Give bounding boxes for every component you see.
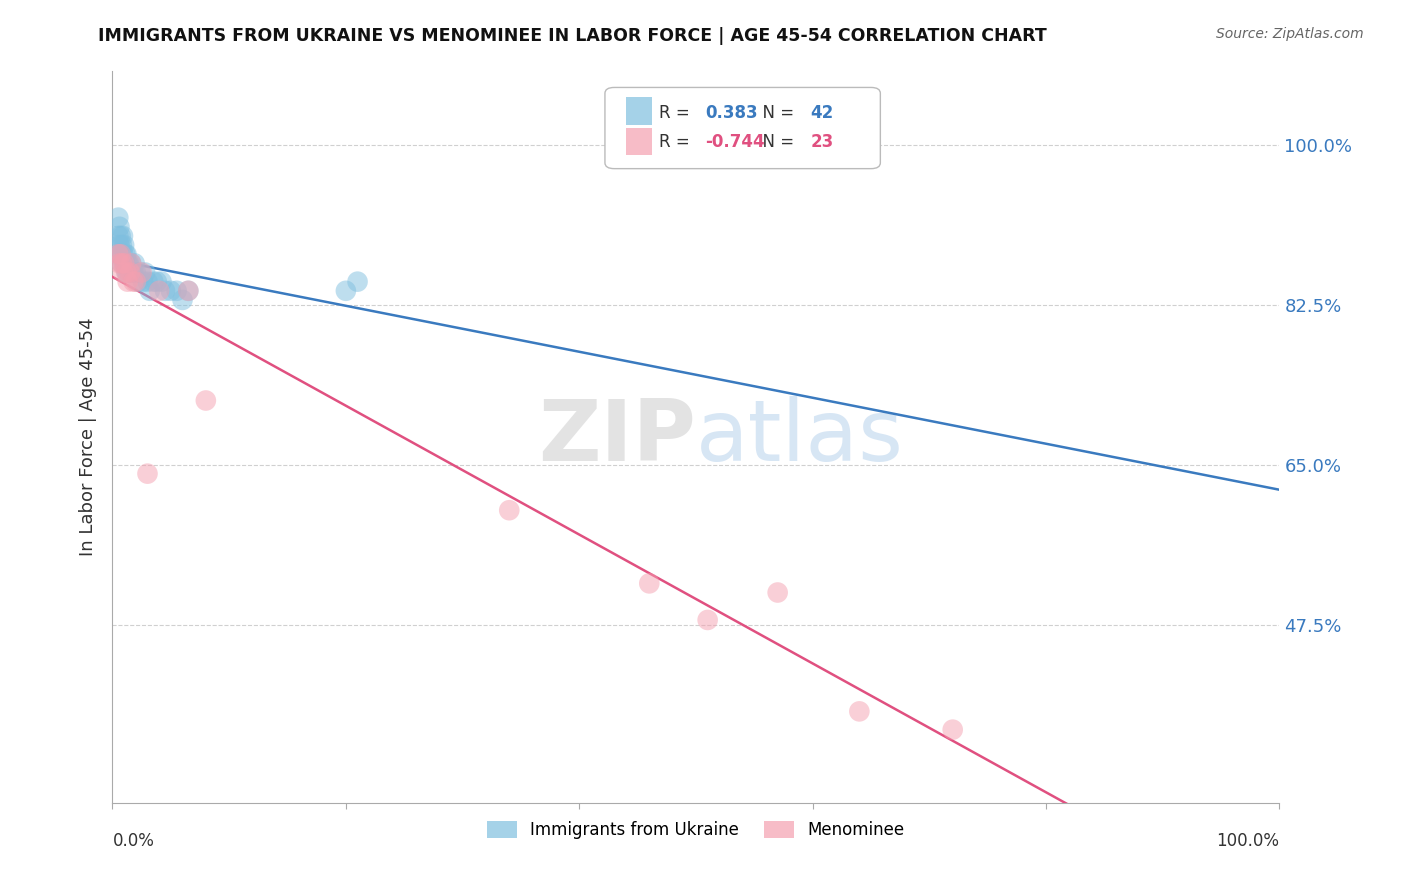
Text: 100.0%: 100.0% <box>1216 832 1279 850</box>
Point <box>111 256 134 270</box>
Point <box>111 238 134 252</box>
Point <box>117 256 139 270</box>
Text: 0.0%: 0.0% <box>112 832 155 850</box>
Text: N =: N = <box>752 133 800 152</box>
Point <box>148 284 170 298</box>
Point <box>142 275 165 289</box>
Point <box>166 284 188 298</box>
Point <box>110 247 132 261</box>
Point <box>177 284 200 298</box>
Bar <box>626 128 651 155</box>
Point <box>132 275 155 289</box>
Text: 0.383: 0.383 <box>706 104 758 122</box>
Point <box>108 238 131 252</box>
Point <box>120 256 142 270</box>
Point <box>111 256 134 270</box>
Point <box>129 266 152 280</box>
Bar <box>626 97 651 125</box>
Point <box>136 467 159 481</box>
Point <box>120 256 142 270</box>
Point <box>131 266 153 280</box>
Point <box>112 256 135 270</box>
Point <box>110 228 132 243</box>
Text: 23: 23 <box>810 133 834 152</box>
Point <box>107 228 129 243</box>
Point <box>172 293 194 307</box>
Y-axis label: In Labor Force | Age 45-54: In Labor Force | Age 45-54 <box>79 318 97 557</box>
Point <box>112 256 135 270</box>
Point <box>139 284 162 298</box>
Point <box>118 266 141 280</box>
Point <box>117 275 139 289</box>
Point <box>111 247 134 261</box>
Point <box>136 275 159 289</box>
Point <box>134 266 156 280</box>
Point <box>118 256 141 270</box>
Point <box>638 576 661 591</box>
Text: -0.744: -0.744 <box>706 133 765 152</box>
Point <box>107 247 129 261</box>
Point <box>160 284 183 298</box>
Point <box>177 284 200 298</box>
Legend: Immigrants from Ukraine, Menominee: Immigrants from Ukraine, Menominee <box>481 814 911 846</box>
Point <box>114 247 136 261</box>
Text: Source: ZipAtlas.com: Source: ZipAtlas.com <box>1216 27 1364 41</box>
Point <box>696 613 718 627</box>
Text: R =: R = <box>658 133 695 152</box>
Point <box>121 266 143 280</box>
Point <box>117 266 139 280</box>
Point <box>346 275 368 289</box>
Text: IMMIGRANTS FROM UKRAINE VS MENOMINEE IN LABOR FORCE | AGE 45-54 CORRELATION CHAR: IMMIGRANTS FROM UKRAINE VS MENOMINEE IN … <box>98 27 1047 45</box>
Point <box>124 256 146 270</box>
Point <box>153 284 176 298</box>
FancyBboxPatch shape <box>605 87 880 169</box>
Text: ZIP: ZIP <box>538 395 696 479</box>
Point <box>108 256 131 270</box>
Point <box>498 503 520 517</box>
Text: atlas: atlas <box>696 395 904 479</box>
Point <box>150 275 173 289</box>
Point <box>107 211 129 225</box>
Point <box>125 275 148 289</box>
Point <box>766 585 789 599</box>
Point <box>112 238 135 252</box>
Point <box>122 266 145 280</box>
Point <box>194 393 217 408</box>
Point <box>108 219 131 234</box>
Text: 42: 42 <box>810 104 834 122</box>
Point <box>115 266 138 280</box>
Point <box>111 228 134 243</box>
Point <box>111 266 134 280</box>
Point <box>114 256 136 270</box>
Point <box>335 284 357 298</box>
Point <box>115 266 138 280</box>
Point <box>127 275 149 289</box>
Point <box>118 266 141 280</box>
Point <box>122 275 145 289</box>
Point <box>125 266 148 280</box>
Point <box>110 247 132 261</box>
Text: R =: R = <box>658 104 695 122</box>
Text: N =: N = <box>752 104 800 122</box>
Point <box>848 705 870 719</box>
Point <box>107 247 129 261</box>
Point <box>115 247 138 261</box>
Point <box>146 275 169 289</box>
Point <box>942 723 965 737</box>
